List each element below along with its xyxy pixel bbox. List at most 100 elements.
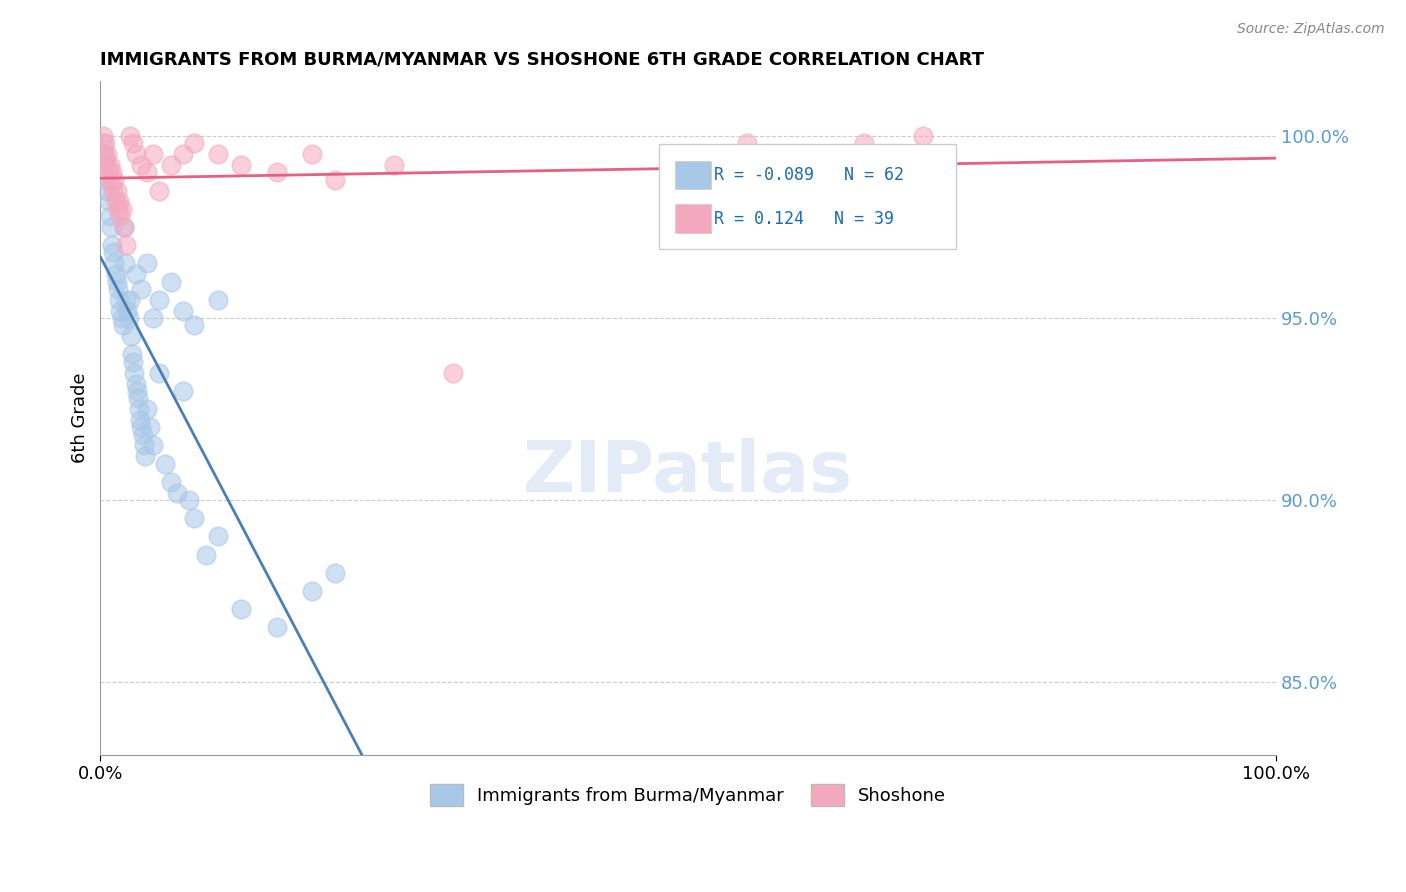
Point: [96, 154, 118, 169]
Point: [172, 303, 194, 318]
Point: [110, 209, 132, 223]
Point: [231, 158, 253, 172]
Point: [183, 136, 205, 151]
Point: [108, 194, 131, 209]
Point: [111, 318, 134, 333]
Point: [110, 311, 132, 326]
Point: [207, 147, 229, 161]
Point: [207, 529, 229, 543]
Point: [114, 256, 136, 270]
Point: [136, 402, 159, 417]
Point: [101, 238, 124, 252]
Point: [160, 158, 183, 172]
Point: [100, 219, 122, 234]
Point: [912, 128, 935, 143]
Point: [124, 376, 146, 391]
Point: [142, 311, 165, 326]
Point: [98, 209, 121, 223]
Point: [853, 136, 876, 151]
Point: [91, 128, 114, 143]
Point: [131, 282, 153, 296]
Point: [110, 202, 132, 216]
Text: R = -0.089   N = 62: R = -0.089 N = 62: [714, 166, 904, 184]
Point: [94, 158, 117, 172]
Point: [115, 293, 138, 307]
Point: [124, 268, 146, 282]
Point: [136, 165, 159, 179]
Point: [148, 184, 170, 198]
Point: [136, 256, 159, 270]
Point: [120, 329, 142, 343]
Point: [441, 366, 464, 380]
Point: [118, 293, 141, 307]
Point: [132, 438, 155, 452]
Point: [148, 293, 170, 307]
Point: [101, 165, 124, 179]
Point: [172, 147, 194, 161]
Point: [134, 450, 156, 464]
Point: [125, 384, 148, 398]
Point: [96, 184, 118, 198]
Point: [142, 147, 165, 161]
Point: [128, 402, 150, 417]
Point: [177, 493, 200, 508]
Point: [105, 184, 128, 198]
Point: [325, 172, 347, 186]
Point: [100, 176, 122, 190]
Point: [122, 136, 145, 151]
Point: [122, 354, 145, 368]
Point: [153, 457, 176, 471]
Point: [195, 548, 218, 562]
Point: [93, 147, 115, 161]
Point: [207, 293, 229, 307]
Text: IMMIGRANTS FROM BURMA/MYANMAR VS SHOSHONE 6TH GRADE CORRELATION CHART: IMMIGRANTS FROM BURMA/MYANMAR VS SHOSHON…: [100, 51, 984, 69]
Point: [127, 391, 149, 405]
Point: [112, 219, 135, 234]
Point: [110, 303, 132, 318]
Point: [108, 293, 131, 307]
Point: [103, 184, 125, 198]
Point: [172, 384, 194, 398]
Point: [301, 147, 323, 161]
Point: [94, 136, 117, 151]
Point: [166, 485, 188, 500]
Point: [115, 238, 138, 252]
Point: [104, 268, 127, 282]
Y-axis label: 6th Grade: 6th Grade: [72, 373, 89, 463]
Point: [231, 602, 253, 616]
Point: [91, 136, 114, 151]
Point: [160, 475, 183, 489]
Point: [121, 347, 143, 361]
Point: [107, 202, 129, 216]
Point: [105, 275, 128, 289]
Point: [382, 158, 405, 172]
Point: [112, 219, 135, 234]
Point: [266, 165, 288, 179]
Point: [93, 147, 115, 161]
Point: [97, 165, 120, 179]
Point: [107, 282, 129, 296]
Text: Source: ZipAtlas.com: Source: ZipAtlas.com: [1237, 22, 1385, 37]
Point: [104, 194, 127, 209]
Point: [131, 427, 153, 442]
Point: [183, 318, 205, 333]
Point: [735, 136, 758, 151]
Point: [124, 147, 146, 161]
Point: [131, 158, 153, 172]
Text: ZIPatlas: ZIPatlas: [523, 437, 853, 507]
Point: [160, 275, 183, 289]
Point: [138, 420, 160, 434]
Point: [97, 194, 120, 209]
Point: [103, 256, 125, 270]
Point: [96, 172, 118, 186]
Point: [117, 303, 139, 318]
Point: [129, 413, 152, 427]
Point: [142, 438, 165, 452]
Text: R = 0.124   N = 39: R = 0.124 N = 39: [714, 210, 894, 227]
Point: [266, 620, 288, 634]
Point: [98, 158, 121, 172]
Point: [103, 245, 125, 260]
Point: [148, 366, 170, 380]
Point: [124, 366, 146, 380]
Point: [301, 584, 323, 599]
